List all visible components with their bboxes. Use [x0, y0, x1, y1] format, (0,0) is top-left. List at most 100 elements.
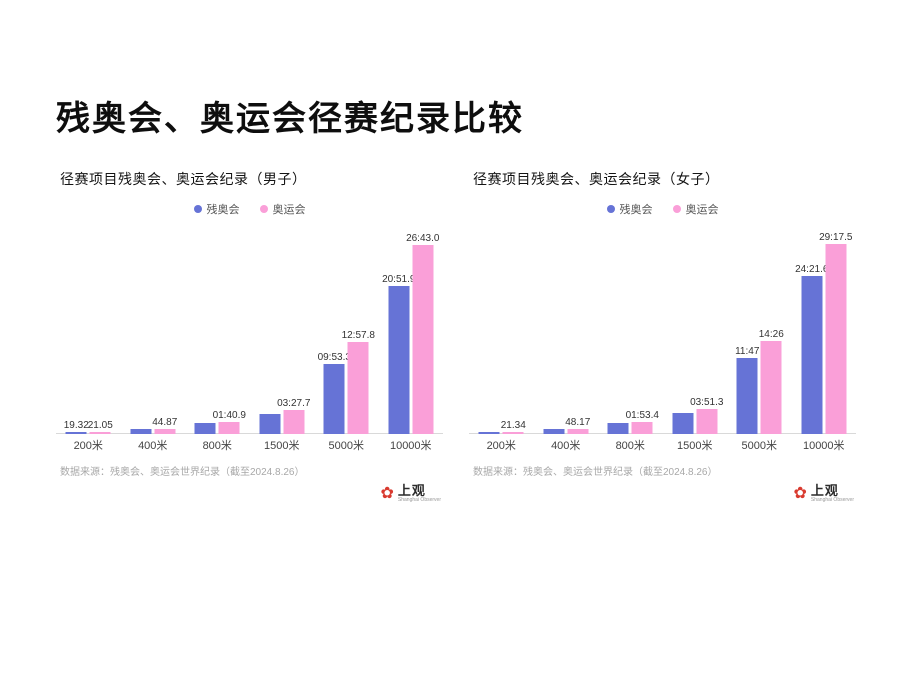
bar-paralympic [478, 431, 500, 435]
bar-group: 01:53.4 800米 [598, 225, 663, 453]
value-label: 01:53.4 [625, 409, 659, 421]
bar-paralympic: 19.32 [64, 420, 89, 435]
category-label: 800米 [615, 440, 645, 453]
legend-item-olympic: 奥运会 [259, 201, 306, 217]
bar-paralympic: 24:21.6 [795, 264, 828, 435]
legend-women: 残奥会 奥运会 [469, 201, 856, 217]
category-label: 1500米 [677, 440, 713, 453]
bar-paralympic [607, 422, 629, 435]
category-label: 10000米 [802, 440, 845, 453]
x-axis-line [56, 433, 443, 435]
logo-flower-icon: ✿ [793, 484, 807, 502]
chart-women: 径赛项目残奥会、奥运会纪录（女子） 残奥会 奥运会 21.34 200米 48.17 4… [469, 169, 856, 503]
legend-item-olympic: 奥运会 [672, 201, 719, 217]
bar-group: 19.32 21.05 200米 [56, 225, 121, 453]
charts-row: 径赛项目残奥会、奥运会纪录（男子） 残奥会 奥运会 19.32 21.05 200米 4… [56, 169, 856, 503]
value-label: 26:43.0 [406, 232, 440, 244]
bar-paralympic: 09:53.3 [318, 352, 351, 435]
bar-pair: 09:53.3 12:57.8 [318, 330, 375, 435]
bar-olympic: 26:43.0 [406, 233, 439, 435]
logo-text: 上观 [810, 483, 839, 499]
bar-group: 01:40.9 800米 [185, 225, 250, 453]
bar-pair: 20:51.9 26:43.0 [382, 233, 439, 435]
bar-olympic: 14:26 [759, 329, 784, 435]
legend-item-paralympic: 残奥会 [193, 201, 240, 217]
value-label: 11:47 [735, 345, 760, 357]
value-label: 29:17.5 [819, 232, 853, 244]
value-label: 12:57.8 [341, 330, 375, 342]
bar-pair: 48.17 [543, 417, 590, 435]
plot-area-men: 19.32 21.05 200米 44.87 400米 01:40.9 800米 03:27.… [56, 225, 443, 453]
bar-olympic: 01:53.4 [626, 410, 659, 435]
value-label: 44.87 [152, 416, 178, 428]
value-label: 48.17 [565, 416, 591, 428]
value-label: 19.32 [63, 419, 89, 431]
bar-groups: 19.32 21.05 200米 44.87 400米 01:40.9 800米 03:27.… [56, 225, 443, 453]
bar-paralympic [259, 414, 281, 435]
value-label: 03:51.3 [690, 397, 724, 409]
chart-men: 径赛项目残奥会、奥运会纪录（男子） 残奥会 奥运会 19.32 21.05 200米 4… [56, 169, 443, 503]
bar-olympic: 01:40.9 [213, 410, 246, 435]
value-label: 01:40.9 [212, 410, 246, 422]
bar-group: 20:51.9 26:43.0 10000米 [379, 225, 444, 453]
page-title: 残奥会、奥运会径赛纪录比较 [56, 100, 524, 138]
legend-dot-paralympic [193, 205, 202, 214]
logo-subtext: Shanghai Observer [397, 497, 441, 504]
bar-group: 09:53.3 12:57.8 5000米 [314, 225, 379, 453]
bar-paralympic: 11:47 [735, 346, 759, 435]
legend-label-olympic: 奥运会 [685, 204, 719, 217]
bar-pair: 21.34 [478, 420, 526, 435]
bar-pair: 24:21.6 29:17.5 [795, 232, 852, 435]
legend-label-paralympic: 残奥会 [619, 204, 653, 217]
bar-pair: 11:47 14:26 [735, 329, 784, 435]
category-label: 400米 [551, 440, 581, 453]
bar-group: 03:51.3 1500米 [663, 225, 728, 453]
bar-olympic: 03:27.7 [277, 398, 310, 435]
bar-pair: 19.32 21.05 [64, 420, 113, 435]
bar-group: 48.17 400米 [534, 225, 599, 453]
bar-group: 21.34 200米 [469, 225, 534, 453]
shanghai-observer-logo: ✿ 上观 Shanghai Observer [56, 484, 443, 503]
legend-label-paralympic: 残奥会 [206, 204, 240, 217]
bar-group: 44.87 400米 [121, 225, 186, 453]
bar-pair: 03:51.3 [672, 397, 723, 435]
category-label: 10000米 [389, 440, 432, 453]
logo-subtext: Shanghai Observer [810, 497, 854, 504]
shanghai-observer-logo: ✿ 上观 Shanghai Observer [469, 484, 856, 503]
plot-area-women: 21.34 200米 48.17 400米 01:53.4 800米 03:51.3 1500… [469, 225, 856, 453]
value-label: 14:26 [758, 328, 784, 340]
legend-dot-olympic [672, 205, 681, 214]
chart-title-men: 径赛项目残奥会、奥运会纪录（男子） [60, 171, 307, 188]
bar-olympic: 03:51.3 [690, 397, 723, 435]
bar-olympic: 48.17 [565, 417, 590, 435]
bar-paralympic [130, 429, 152, 435]
logo-flower-icon: ✿ [380, 484, 394, 502]
bar-pair: 01:40.9 [194, 410, 246, 435]
value-label: 09:53.3 [317, 352, 351, 364]
bar-olympic: 12:57.8 [342, 330, 375, 435]
bar-group: 03:27.7 1500米 [250, 225, 315, 453]
value-label: 03:27.7 [277, 397, 311, 409]
x-axis-line [469, 433, 856, 435]
category-label: 400米 [138, 440, 168, 453]
legend-item-paralympic: 残奥会 [606, 201, 653, 217]
category-label: 1500米 [264, 440, 300, 453]
bar-olympic: 29:17.5 [819, 232, 852, 435]
value-label: 20:51.9 [382, 274, 416, 286]
category-label: 5000米 [741, 440, 777, 453]
category-label: 800米 [202, 440, 232, 453]
bar-paralympic [194, 423, 216, 435]
category-label: 5000米 [328, 440, 364, 453]
value-label: 21.34 [500, 419, 526, 431]
source-note-women: 数据来源：残奥会、奥运会世界纪录（截至2024.8.26） [473, 467, 718, 479]
bar-olympic: 21.05 [88, 420, 113, 435]
category-label: 200米 [486, 440, 516, 453]
bar-group: 24:21.6 29:17.5 10000米 [792, 225, 857, 453]
category-label: 200米 [73, 440, 103, 453]
legend-dot-olympic [259, 205, 268, 214]
bar-pair: 03:27.7 [259, 398, 310, 435]
bar-olympic: 21.34 [501, 420, 526, 435]
source-note-men: 数据来源：残奥会、奥运会世界纪录（截至2024.8.26） [60, 467, 305, 479]
chart-title-women: 径赛项目残奥会、奥运会纪录（女子） [473, 171, 720, 188]
